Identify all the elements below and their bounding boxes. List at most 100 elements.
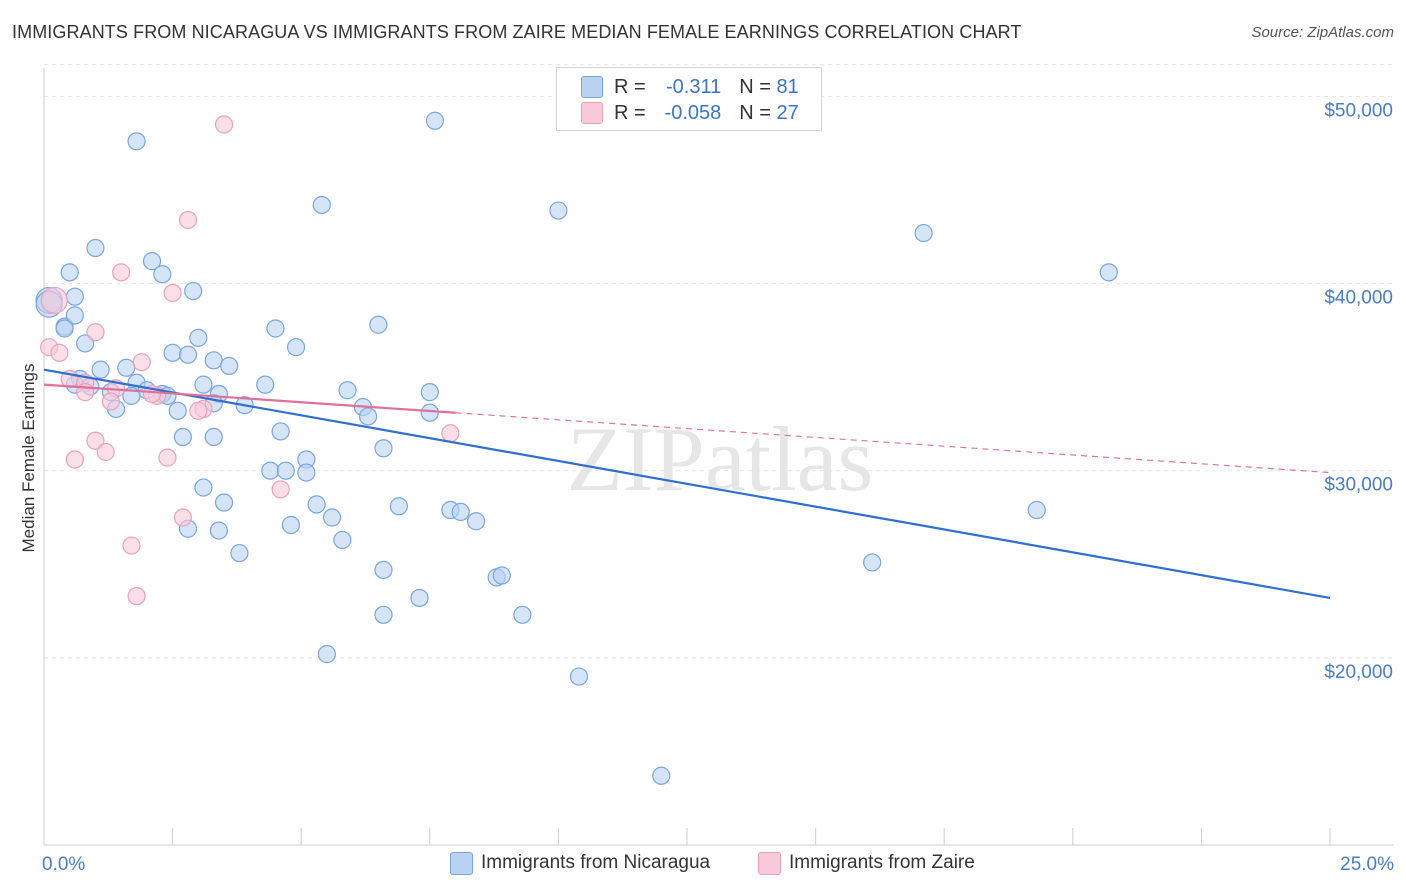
zaire-point (112, 263, 131, 282)
nicaragua-point (338, 381, 357, 400)
nicaragua-point (127, 132, 146, 151)
nicaragua-point (569, 667, 589, 686)
zaire-point (163, 283, 182, 303)
zaire-point (86, 323, 105, 342)
chart-title: IMMIGRANTS FROM NICARAGUA VS IMMIGRANTS … (12, 22, 1022, 42)
nicaragua-point (652, 766, 671, 785)
bottom-legend-swatch-nicaragua (450, 852, 473, 875)
trend-lines (43, 368, 1331, 600)
zaire-trend-line (43, 383, 456, 414)
nicaragua-point (1027, 500, 1046, 520)
nicaragua-point (261, 461, 280, 480)
nicaragua-point (389, 497, 409, 516)
legend-swatch-nicaragua (581, 76, 603, 98)
watermark: ZIPatlas (567, 408, 874, 510)
legend-r-label: R = (614, 102, 652, 124)
nicaragua-point (451, 502, 470, 521)
nicaragua-point (173, 427, 192, 447)
y-axis-label: Median Female Earnings (19, 364, 38, 553)
zaire-point (40, 286, 68, 315)
nicaragua-point (65, 287, 84, 306)
nicaragua-point (256, 375, 275, 394)
zaire-point (441, 424, 460, 443)
nicaragua-point (194, 478, 213, 497)
nicaragua-point (369, 315, 388, 334)
y-tick-label: $50,000 (1324, 100, 1393, 121)
nicaragua-point (863, 553, 882, 572)
nicaragua-point (312, 195, 331, 215)
nicaragua-point (492, 566, 511, 585)
zaire-point (65, 450, 84, 469)
nicaragua-point (281, 515, 301, 535)
nicaragua-point (55, 319, 74, 338)
nicaragua-point (163, 343, 182, 362)
x-tick-label-min: 0.0% (42, 854, 85, 875)
nicaragua-point (317, 645, 337, 664)
nicaragua-point (168, 401, 187, 420)
nicaragua-point (374, 439, 393, 458)
points (35, 111, 1118, 785)
nicaragua-point (204, 427, 223, 447)
legend-r-label: R = (614, 76, 652, 98)
stats-legend: R = -0.311 N = 81 R = -0.058 N = 27 (556, 67, 822, 131)
legend-n-label: N = (739, 102, 777, 124)
nicaragua-point (286, 338, 306, 357)
y-tick-label: $20,000 (1324, 662, 1393, 683)
nicaragua-point (65, 306, 84, 325)
y-tick-labels: $20,000 $30,000 $40,000 $50,000 (1324, 100, 1393, 682)
legend-n-value: 81 (776, 76, 799, 98)
gridlines (44, 64, 1394, 659)
bottom-legend-swatch-zaire (758, 852, 781, 875)
nicaragua-point (276, 461, 295, 480)
zaire-point (132, 353, 151, 372)
bottom-legend-label-nicaragua: Immigrants from Nicaragua (481, 852, 711, 873)
legend-n-value: 27 (776, 102, 799, 124)
y-tick-label: $40,000 (1324, 288, 1393, 309)
zaire-point (50, 343, 69, 362)
nicaragua-point (266, 319, 285, 338)
nicaragua-point (914, 223, 933, 243)
x-tick-label-max: 25.0% (1340, 854, 1394, 875)
nicaragua-point (214, 493, 234, 512)
zaire-point (158, 448, 177, 467)
zaire-point (178, 210, 198, 230)
nicaragua-point (220, 356, 239, 376)
nicaragua-point (425, 111, 445, 130)
nicaragua-point (466, 512, 486, 531)
nicaragua-point (333, 530, 352, 550)
nicaragua-point (178, 345, 198, 364)
nicaragua-point (76, 334, 95, 353)
zaire-trend-line-extrapolated (455, 412, 1331, 474)
nicaragua-point (189, 328, 208, 347)
legend-r-value: -0.058 (664, 102, 722, 124)
nicaragua-point (307, 495, 326, 514)
legend-swatch-zaire (581, 102, 603, 124)
nicaragua-point (204, 351, 223, 370)
nicaragua-point (374, 605, 393, 624)
nicaragua-point (420, 383, 439, 402)
nicaragua-point (297, 463, 316, 482)
nicaragua-point (184, 281, 203, 301)
nicaragua-point (60, 263, 79, 282)
y-tick-label: $30,000 (1324, 475, 1393, 496)
bottom-legend-label-zaire: Immigrants from Zaire (789, 852, 975, 873)
nicaragua-point (86, 238, 105, 258)
nicaragua-point (410, 588, 429, 608)
zaire-point (214, 115, 234, 134)
nicaragua-point (549, 201, 568, 220)
nicaragua-point (420, 403, 439, 422)
nicaragua-point (91, 360, 110, 379)
nicaragua-point (230, 543, 249, 563)
nicaragua-point (322, 508, 342, 527)
nicaragua-point (142, 252, 162, 271)
zaire-point (173, 508, 192, 527)
source-label: Source: ZipAtlas.com (1251, 24, 1394, 41)
zaire-point (96, 442, 115, 462)
nicaragua-point (153, 265, 172, 284)
nicaragua-point (271, 422, 290, 441)
nicaragua-point (374, 560, 393, 580)
nicaragua-point (513, 605, 532, 624)
nicaragua-point (194, 375, 213, 394)
legend-n-label: N = (739, 76, 777, 98)
